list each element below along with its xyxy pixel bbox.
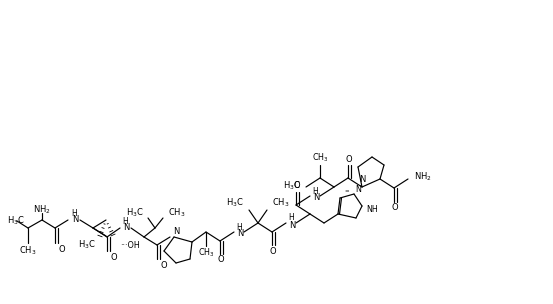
Text: CH$_3$: CH$_3$ [168,207,186,219]
Text: N: N [173,227,179,237]
Text: =: = [345,189,349,195]
Text: N: N [123,223,129,233]
Text: H: H [312,186,318,195]
Text: O: O [294,181,300,191]
Text: CH$_3$: CH$_3$ [198,247,214,259]
Text: O: O [161,261,168,271]
Text: O: O [111,254,117,262]
Text: N: N [355,185,361,195]
Text: N: N [72,216,79,224]
Text: CH$_3$: CH$_3$ [312,152,328,164]
Text: H: H [122,217,128,226]
Text: NH$_2$: NH$_2$ [414,171,431,183]
Text: CH$_3$: CH$_3$ [19,245,36,257]
Text: H$_3$C: H$_3$C [126,207,144,219]
Text: H: H [71,209,77,219]
Text: H$_3$C: H$_3$C [283,180,301,192]
Text: O: O [59,244,65,254]
Text: N: N [359,175,365,185]
Text: H$_3$C: H$_3$C [226,197,244,209]
Text: O: O [270,247,276,255]
Text: H$_3$C: H$_3$C [7,215,25,227]
Text: N: N [289,220,295,230]
Text: O: O [218,255,225,264]
Text: NH$_2$: NH$_2$ [33,204,51,216]
Text: O: O [346,154,352,164]
Text: H: H [236,223,242,232]
Text: N: N [237,230,243,239]
Text: H$_3$C: H$_3$C [78,239,96,251]
Text: NH: NH [366,206,378,215]
Text: ···OH: ···OH [120,240,140,250]
Text: O: O [392,203,398,212]
Text: N: N [313,194,320,202]
Text: H: H [288,213,294,223]
Text: CH$_3$: CH$_3$ [272,197,290,209]
